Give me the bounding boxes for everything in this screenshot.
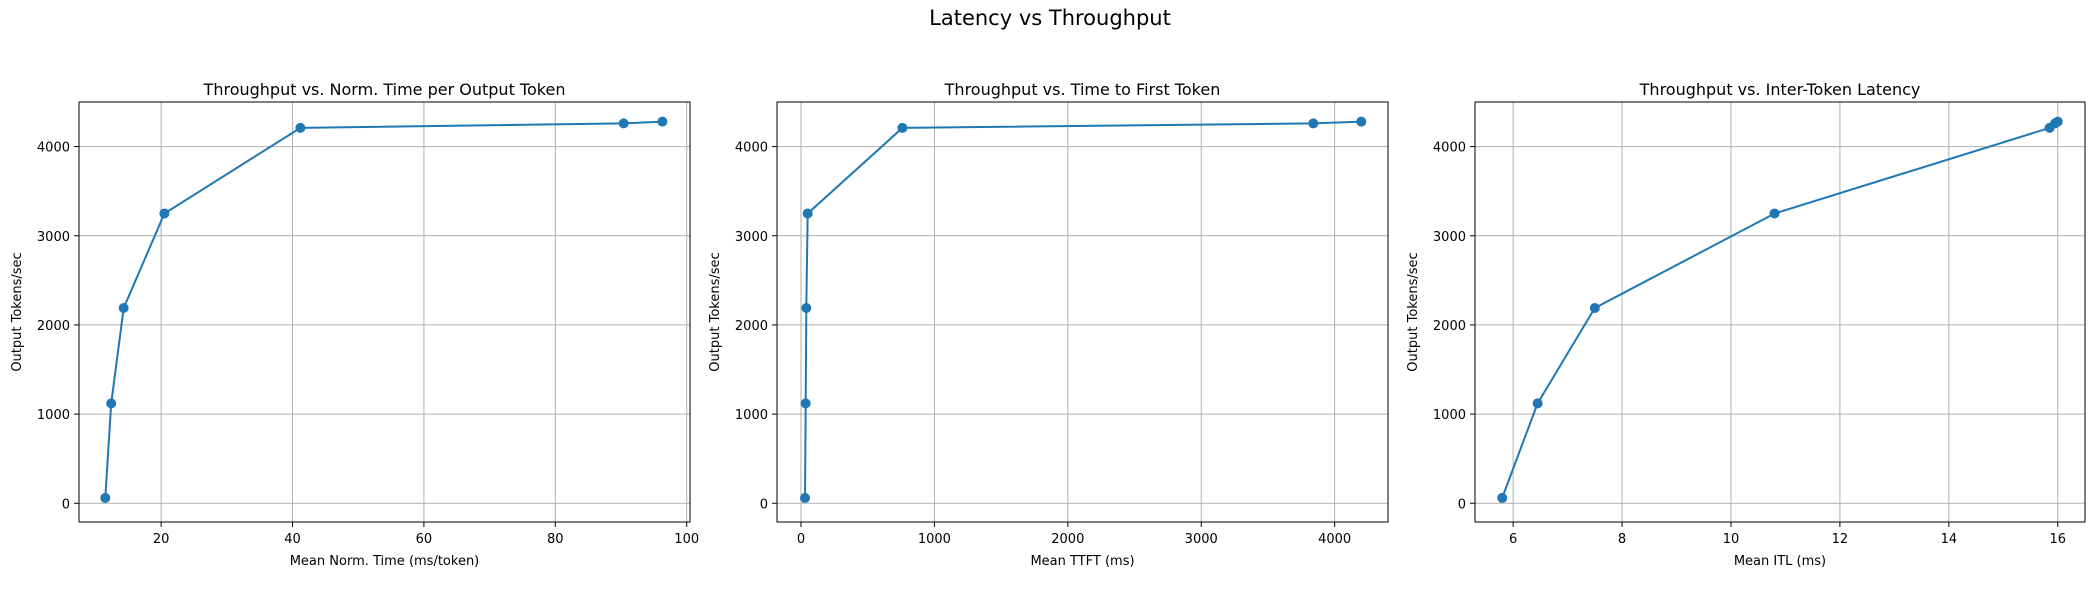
x-tick-label: 10 (1723, 532, 1740, 547)
data-point (1356, 116, 1367, 127)
y-tick-label: 1000 (37, 408, 70, 423)
data-point (1497, 492, 1508, 503)
data-point (800, 492, 811, 503)
data-point (801, 302, 812, 313)
y-tick-label: 4000 (735, 141, 768, 156)
y-tick-label: 0 (62, 497, 70, 512)
y-tick-label: 1000 (735, 408, 768, 423)
x-tick-label: 4000 (1318, 532, 1351, 547)
x-tick-label: 20 (153, 532, 170, 547)
series-line (804, 120, 1362, 498)
subplot-title: Throughput vs. Inter-Token Latency (1639, 80, 1921, 99)
y-axis-label: Output Tokens/sec (708, 252, 723, 371)
x-tick-label: 0 (797, 532, 805, 547)
data-point (618, 118, 629, 129)
axes-frame (776, 101, 1389, 523)
y-tick-label: 0 (760, 497, 768, 512)
data-point (100, 492, 111, 503)
x-tick-label: 2000 (1051, 532, 1084, 547)
x-tick-label: 40 (284, 532, 301, 547)
x-tick-label: 8 (1618, 532, 1626, 547)
data-point (1589, 302, 1600, 313)
y-tick-label: 1000 (1433, 408, 1466, 423)
data-point (657, 116, 668, 127)
x-axis-label: Mean TTFT (ms) (1030, 554, 1134, 569)
y-tick-label: 4000 (37, 141, 70, 156)
x-tick-label: 6 (1509, 532, 1517, 547)
data-point (1308, 118, 1319, 129)
data-point (159, 208, 170, 219)
y-tick-label: 0 (1458, 497, 1466, 512)
subplot-title: Throughput vs. Time to First Token (944, 80, 1221, 99)
y-tick-label: 2000 (1433, 319, 1466, 334)
x-tick-label: 100 (674, 532, 699, 547)
series-line (1501, 120, 2059, 499)
data-point (106, 398, 117, 409)
axes-frame (1474, 101, 2086, 523)
data-point (1532, 398, 1543, 409)
y-tick-label: 3000 (735, 230, 768, 245)
y-axis-label: Output Tokens/sec (10, 252, 25, 371)
x-tick-label: 80 (547, 532, 564, 547)
data-point (295, 122, 306, 133)
x-tick-label: 1000 (918, 532, 951, 547)
x-axis-label: Mean ITL (ms) (1734, 554, 1826, 569)
figure-title: Latency vs Throughput (929, 6, 1171, 30)
axes-frame (78, 101, 691, 523)
data-point (118, 302, 129, 313)
data-point (800, 398, 811, 409)
series-line (104, 120, 663, 498)
y-tick-label: 2000 (37, 319, 70, 334)
y-tick-label: 2000 (735, 319, 768, 334)
y-tick-label: 3000 (1433, 230, 1466, 245)
subplot-title: Throughput vs. Norm. Time per Output Tok… (203, 80, 566, 99)
y-tick-label: 4000 (1433, 141, 1466, 156)
data-point (802, 208, 813, 219)
subplot-3: 6 8 10 12 14 16 0 1000 2000 3000 4000 Throughput vs… (1406, 80, 2086, 569)
x-tick-label: 14 (1941, 532, 1958, 547)
y-tick-label: 3000 (37, 230, 70, 245)
data-point (1769, 208, 1780, 219)
x-tick-label: 60 (416, 532, 433, 547)
data-point (897, 122, 908, 133)
x-axis-label: Mean Norm. Time (ms/token) (290, 554, 480, 569)
x-tick-label: 12 (1832, 532, 1849, 547)
data-point (2052, 116, 2063, 127)
x-tick-label: 16 (2049, 532, 2066, 547)
x-tick-label: 3000 (1185, 532, 1218, 547)
subplot-2: 0 1000 2000 3000 4000 0 1000 2000 3000 4000 Throug… (708, 80, 1389, 569)
y-axis-label: Output Tokens/sec (1406, 252, 1421, 371)
